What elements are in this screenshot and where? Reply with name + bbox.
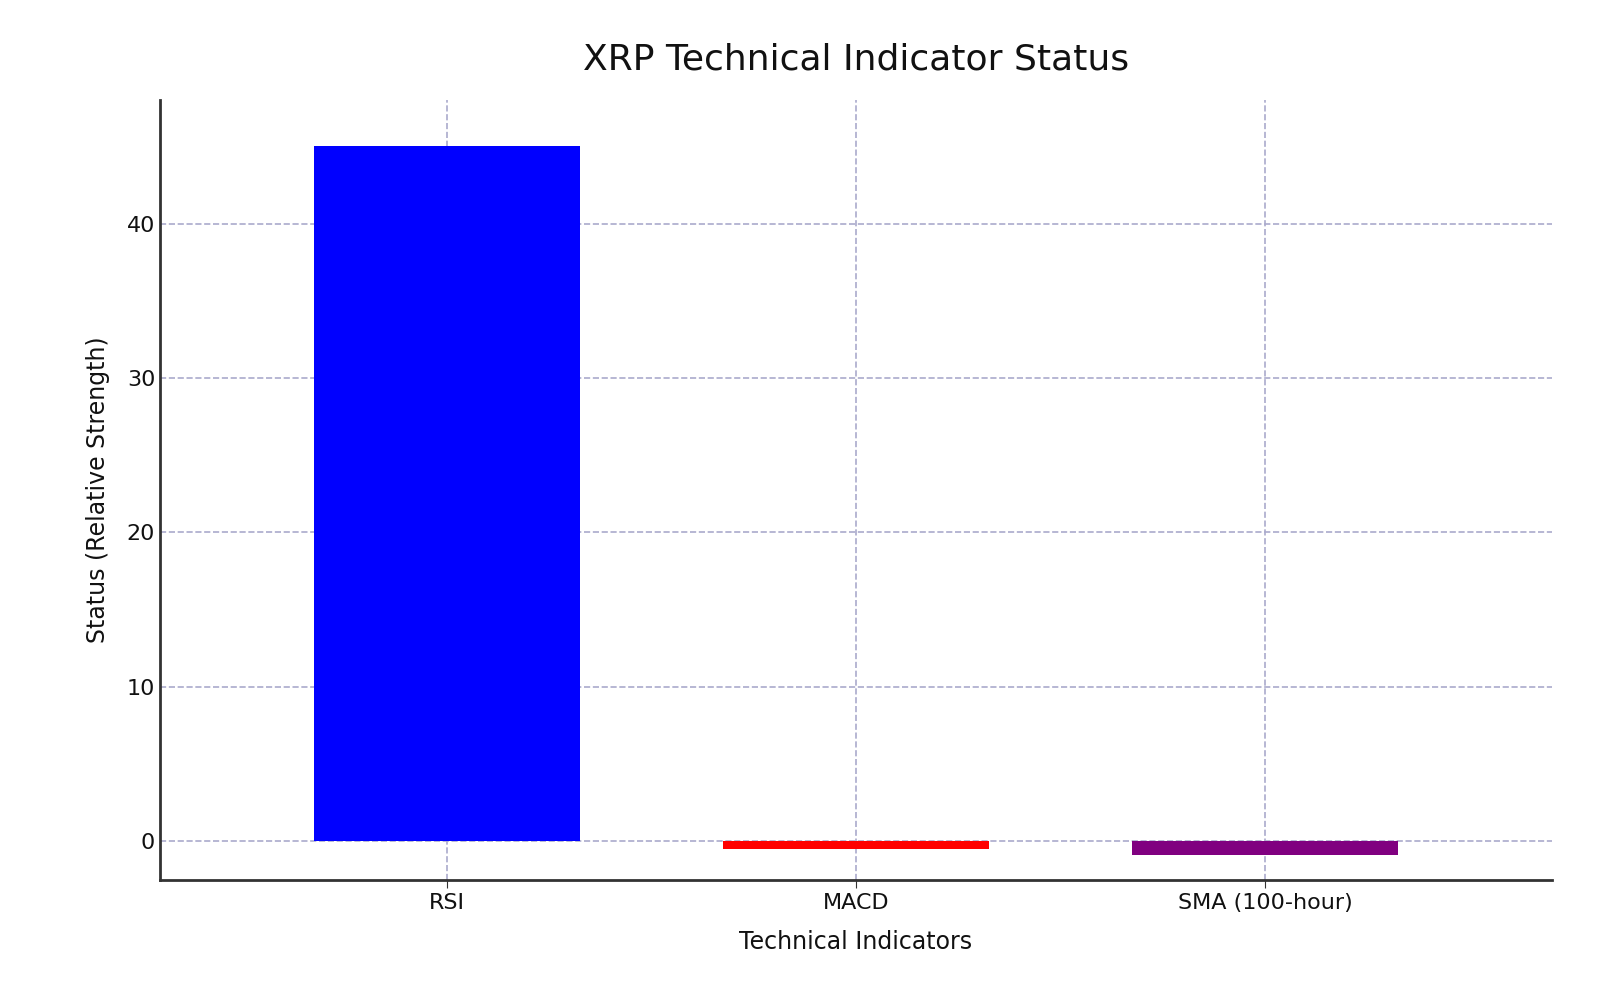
Bar — [1133, 841, 1398, 855]
Y-axis label: Status (Relative Strength): Status (Relative Strength) — [86, 337, 110, 643]
Title: XRP Technical Indicator Status: XRP Technical Indicator Status — [582, 42, 1130, 76]
X-axis label: Technical Indicators: Technical Indicators — [739, 930, 973, 954]
Bar — [723, 841, 989, 849]
Bar — [314, 146, 579, 841]
